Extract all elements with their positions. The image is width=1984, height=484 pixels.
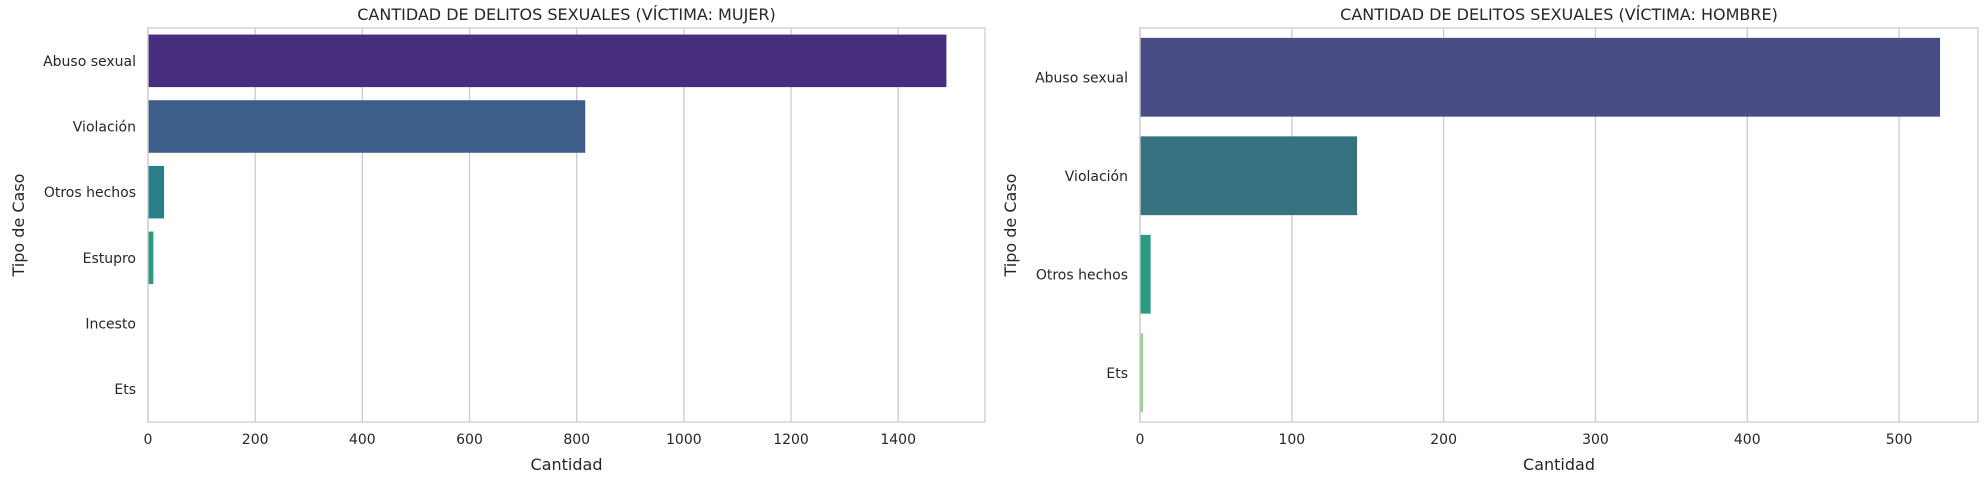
bar-abuso-sexual (1140, 37, 1941, 117)
y-axis-label: Tipo de Caso (1001, 174, 1020, 278)
x-tick-label: 0 (144, 432, 153, 448)
bar-violaci-n (148, 100, 586, 153)
x-tick-label: 200 (1430, 432, 1457, 448)
chart-panel-mujer: 0 200 400 600 800 1000 1200 1400 Abuso sexual Vio… (9, 5, 986, 474)
x-tick-label: 300 (1582, 432, 1609, 448)
chart-title: CANTIDAD DE DELITOS SEXUALES (VÍCTIMA: M… (357, 5, 776, 24)
x-tick-label: 0 (1136, 432, 1145, 448)
y-tick-label: Violación (73, 120, 136, 136)
x-axis-label: Cantidad (1523, 455, 1595, 474)
x-tick-label: 400 (349, 432, 376, 448)
y-tick-label: Ets (114, 382, 136, 398)
x-tick-label: 1200 (773, 432, 809, 448)
y-tick-label: Violación (1065, 169, 1128, 185)
bar-abuso-sexual (148, 34, 947, 88)
chart-title: CANTIDAD DE DELITOS SEXUALES (VÍCTIMA: H… (1340, 5, 1778, 24)
x-tick-label: 200 (242, 432, 269, 448)
bar-otros-hechos (148, 165, 165, 219)
x-tick-label: 1000 (666, 432, 702, 448)
x-tick-label: 400 (1734, 432, 1761, 448)
y-tick-label: Abuso sexual (43, 54, 136, 70)
x-tick-label: 800 (563, 432, 590, 448)
plot-frame (1139, 27, 1979, 423)
bar-otros-hechos (1140, 234, 1151, 314)
x-tick-label: 1400 (880, 432, 916, 448)
x-tick-label: 500 (1886, 432, 1913, 448)
chart-panel-hombre: 0 100 200 300 400 500 Abuso sexual Violación Otr… (1001, 5, 1979, 474)
y-tick-label: Ets (1106, 366, 1128, 382)
y-tick-label: Incesto (85, 317, 136, 333)
y-axis-label: Tipo de Caso (9, 174, 28, 278)
y-tick-label: Otros hechos (1036, 267, 1128, 283)
x-axis-label: Cantidad (531, 455, 603, 474)
plot-frame (147, 27, 986, 423)
bar-estupro (148, 231, 154, 285)
y-tick-label: Otros hechos (44, 185, 136, 201)
y-tick-label: Abuso sexual (1035, 70, 1128, 86)
x-tick-label: 600 (456, 432, 483, 448)
x-tick-label: 100 (1278, 432, 1305, 448)
bar-ets (1140, 333, 1144, 413)
bar-violaci-n (1140, 136, 1358, 216)
y-tick-label: Estupro (83, 251, 136, 267)
